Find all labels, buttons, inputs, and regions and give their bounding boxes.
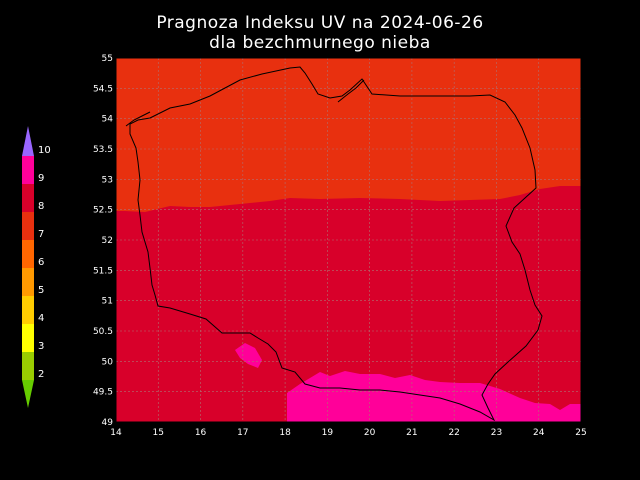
y-tick-label: 51.5: [93, 266, 113, 276]
poland-border: [129, 66, 543, 422]
legend-swatch: [22, 156, 34, 184]
legend-swatch: [22, 296, 34, 324]
x-tick-label: 17: [237, 428, 248, 438]
uv-zone-9-spot: [235, 343, 262, 368]
legend-label: 3: [38, 341, 44, 352]
plot-frame: [115, 57, 582, 423]
legend-swatch: [22, 212, 34, 240]
x-tick-label: 19: [322, 428, 334, 438]
legend-swatch: [22, 324, 34, 352]
legend-label: 10: [38, 145, 51, 156]
x-tick-label: 14: [110, 428, 122, 438]
legend-swatch: [22, 268, 34, 296]
legend-label: 8: [38, 201, 44, 212]
y-tick-label: 55: [102, 54, 113, 64]
legend-swatch: [22, 240, 34, 268]
x-tick-label: 21: [406, 428, 417, 438]
y-tick-label: 50.5: [93, 327, 113, 337]
y-tick-label: 49: [102, 418, 114, 428]
y-tick-label: 52.5: [93, 206, 113, 216]
y-tick-label: 54: [102, 115, 114, 125]
legend-label: 6: [38, 257, 44, 268]
legend-arrow-low: [22, 380, 34, 408]
legend-label: 7: [38, 229, 44, 240]
uv-legend: 2 3 4 5 6 7 8 9 10: [22, 126, 51, 408]
y-tick-label: 53.5: [93, 145, 113, 155]
map-title: Pragnoza Indeksu UV na 2024-06-26: [156, 13, 484, 33]
map-subtitle: dla bezchmurnego nieba: [209, 33, 431, 53]
x-axis-ticks: 14 15 16 17 18 19 20 21 22 23 24 25: [110, 428, 586, 438]
y-tick-label: 50: [102, 357, 114, 367]
uv-zone-7: [116, 58, 581, 212]
legend-swatch: [22, 352, 34, 380]
y-axis-ticks: 55 54.5 54 53.5 53 52.5 52 51.5 51 50.5 50 49.5 49: [93, 54, 113, 428]
legend-swatch: [22, 184, 34, 212]
x-tick-label: 23: [491, 428, 502, 438]
x-tick-label: 16: [195, 428, 207, 438]
x-tick-label: 18: [279, 428, 291, 438]
y-tick-label: 51: [102, 297, 113, 307]
map-plot: [115, 57, 582, 423]
legend-label: 4: [38, 313, 44, 324]
x-tick-label: 25: [575, 428, 586, 438]
x-tick-label: 24: [533, 428, 545, 438]
y-tick-label: 52: [102, 236, 113, 246]
y-tick-label: 53: [102, 175, 113, 185]
x-tick-label: 20: [364, 428, 376, 438]
y-tick-label: 54.5: [93, 84, 113, 94]
coast-lagoon: [337, 79, 365, 103]
legend-label: 5: [38, 285, 44, 296]
grid: [116, 58, 581, 422]
legend-arrow-high: [22, 126, 34, 156]
legend-label: 2: [38, 369, 44, 380]
x-tick-label: 15: [153, 428, 164, 438]
legend-label: 9: [38, 173, 44, 184]
uv-zone-9: [287, 371, 581, 422]
x-tick-label: 22: [448, 428, 459, 438]
y-tick-label: 49.5: [93, 388, 113, 398]
coast-spit: [125, 111, 151, 127]
